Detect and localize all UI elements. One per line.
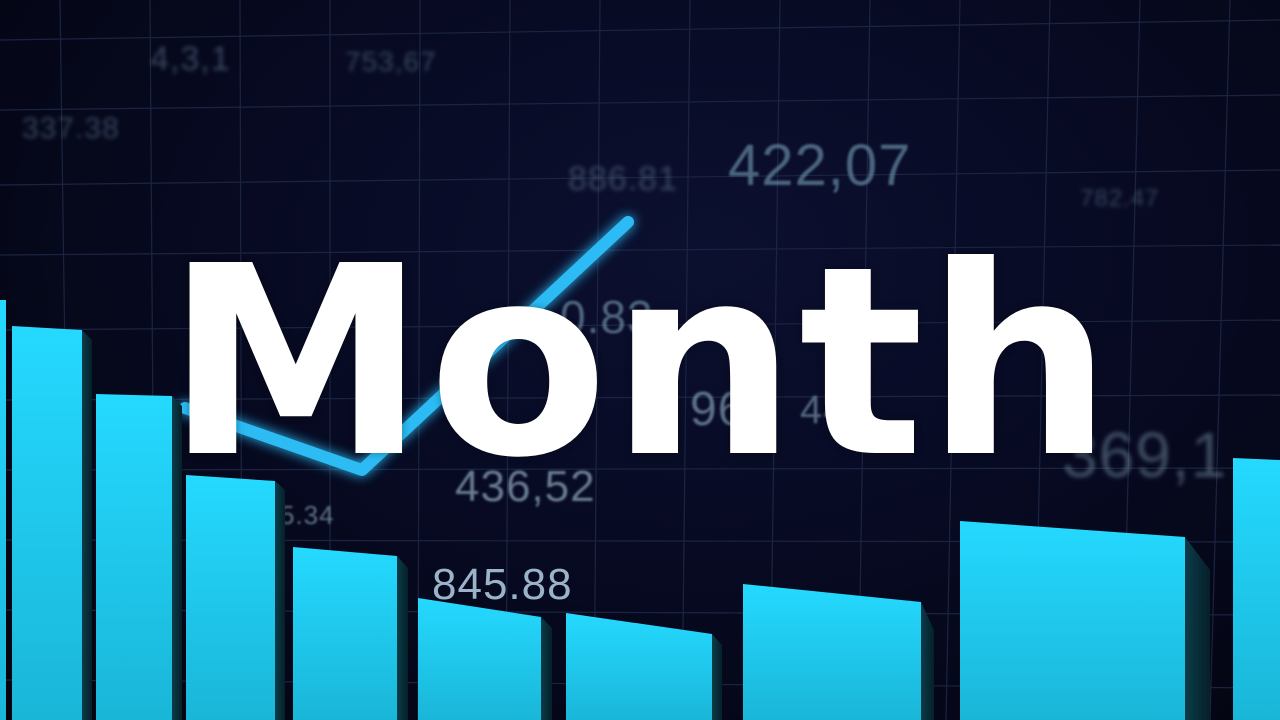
- background-number: 44: [800, 388, 847, 432]
- background-number: 369,1: [1062, 419, 1228, 491]
- background-number: 0.83: [560, 291, 654, 343]
- bar-side: [541, 617, 552, 720]
- bar: [293, 547, 397, 720]
- bar-side: [275, 481, 285, 720]
- bar-side: [172, 396, 182, 720]
- bar-side: [921, 602, 934, 720]
- background-number: 5.34: [280, 500, 335, 530]
- bar-side: [1185, 537, 1210, 720]
- bar-side: [712, 634, 722, 720]
- background-number: 337.38: [22, 112, 120, 145]
- background-number: 845.88: [432, 560, 573, 609]
- trend-line: [179, 216, 634, 476]
- background-number: 96: [690, 383, 746, 436]
- bar: [566, 613, 712, 720]
- background-number: 4,3,1: [150, 40, 231, 78]
- bar: [418, 598, 541, 720]
- bar: [96, 394, 172, 720]
- bar: [1233, 458, 1280, 720]
- background-number: 886.81: [568, 160, 678, 198]
- bar: [12, 326, 82, 720]
- background-number: 782.47: [1080, 185, 1160, 212]
- background-number: 422,07: [728, 133, 912, 198]
- bar-side: [82, 330, 92, 720]
- bar: [960, 521, 1185, 720]
- bar: [186, 475, 275, 720]
- bar: [743, 584, 921, 720]
- headline-text: Month: [165, 210, 1115, 515]
- background-number: 753,67: [345, 46, 437, 77]
- background-number: 436,52: [455, 462, 596, 511]
- bar-side: [397, 556, 408, 720]
- bar: [0, 300, 6, 720]
